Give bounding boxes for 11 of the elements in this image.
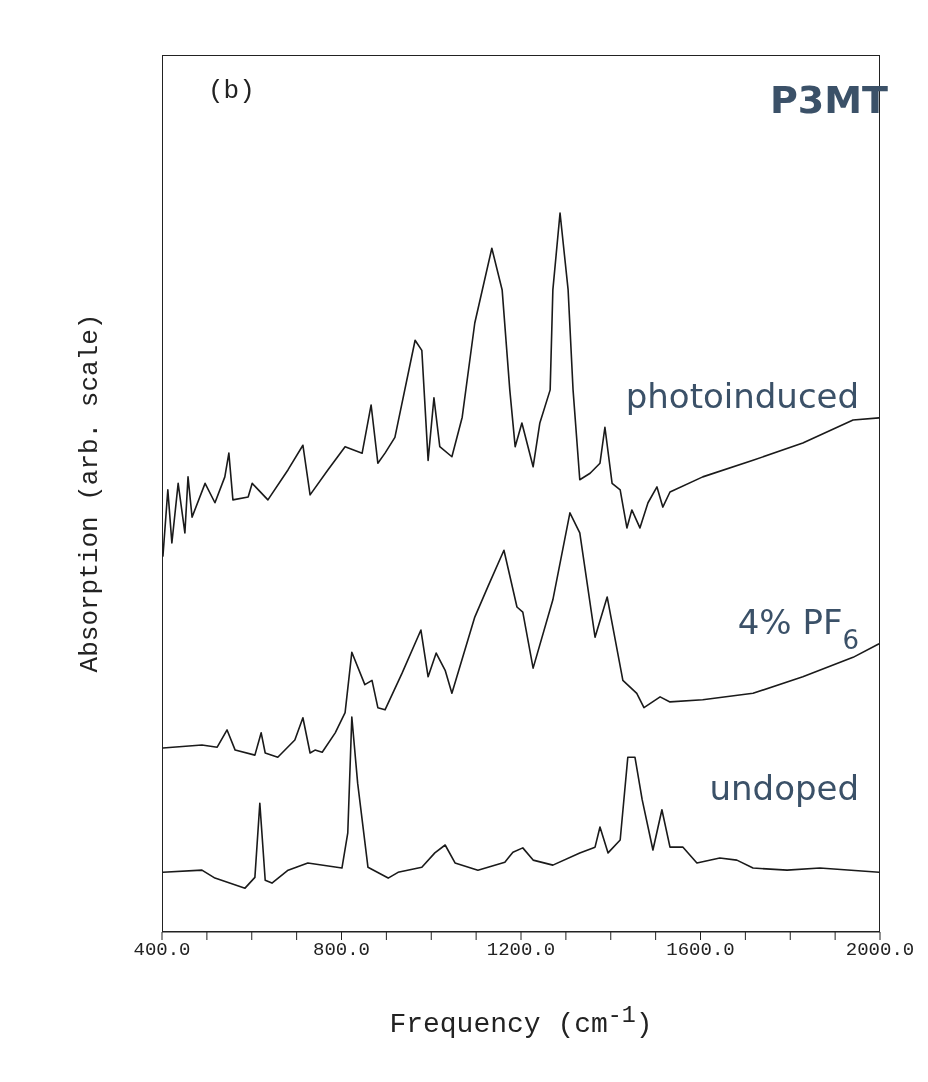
x-tick-label: 800.0 [312,939,371,962]
x-tick-label: 400.0 [133,939,191,962]
y-axis-title: Absorption (arb. scale) [75,313,105,673]
x-tick-label: 1200.0 [486,939,556,962]
x-tick-label: 1600.0 [666,939,735,962]
text: (b) [208,76,255,106]
x-tick-label: 2000.0 [845,939,915,962]
series-label: 4% PF$_{6}$ [737,601,860,655]
series-label: undoped [709,767,860,808]
series-label: photoinduced [625,375,860,416]
x-axis-title: Frequency (cm$^{-1}$) [388,1003,654,1041]
